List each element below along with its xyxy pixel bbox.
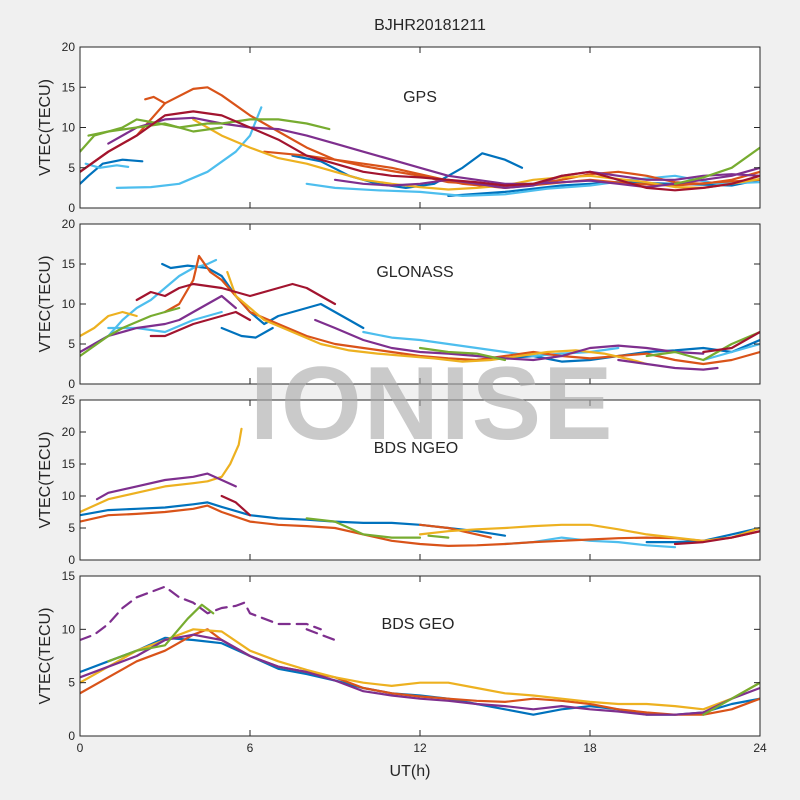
- series-line: [220, 494, 252, 517]
- series-line: [314, 318, 705, 362]
- y-tick-label: 5: [68, 161, 75, 175]
- y-tick-label: 0: [68, 553, 75, 567]
- x-tick-label: 0: [77, 741, 84, 755]
- series-line: [115, 106, 263, 189]
- series-line: [80, 628, 760, 716]
- y-tick-label: 25: [62, 393, 76, 407]
- series-line: [418, 523, 760, 542]
- chart-title: BJHR20181211: [374, 17, 486, 34]
- series-line: [80, 86, 760, 187]
- series-line: [149, 310, 252, 338]
- panel-label: GPS: [403, 89, 437, 106]
- y-tick-label: 10: [62, 489, 76, 503]
- series-line: [80, 585, 322, 642]
- y-tick-label: 5: [68, 521, 75, 535]
- y-tick-label: 0: [68, 377, 75, 391]
- series-line: [220, 326, 274, 339]
- series-group: [80, 427, 760, 549]
- y-tick-label: 0: [68, 729, 75, 743]
- series-line: [702, 342, 760, 362]
- y-tick-label: 20: [62, 425, 76, 439]
- series-line: [144, 95, 167, 105]
- series-line: [80, 118, 331, 153]
- y-axis-label: VTEC(TECU): [37, 608, 54, 705]
- series-line: [80, 110, 760, 192]
- y-axis-label: VTEC(TECU): [37, 256, 54, 353]
- series-line: [80, 310, 138, 338]
- series-line: [80, 158, 144, 185]
- y-axis-label: VTEC(TECU): [37, 79, 54, 176]
- panel-bds-ngeo: 0 5 10 15 20 25 VTEC(TECU) BDS NGEO: [37, 393, 761, 567]
- y-tick-label: 0: [68, 201, 75, 215]
- panel-label: GLONASS: [376, 264, 453, 281]
- series-line: [80, 294, 237, 354]
- series-line: [418, 346, 507, 362]
- series-line: [107, 310, 223, 334]
- y-tick-label: 10: [62, 297, 76, 311]
- series-line: [673, 146, 760, 185]
- series-line: [80, 633, 760, 716]
- series-group: [80, 585, 760, 716]
- y-tick-label: 10: [62, 121, 76, 135]
- y-tick-label: 20: [62, 217, 76, 231]
- series-line: [305, 628, 337, 642]
- panel-label: BDS NGEO: [374, 440, 458, 457]
- panel-glonass: 0 5 10 15 20 VTEC(TECU) GLONASS: [37, 217, 761, 391]
- series-line: [702, 330, 760, 354]
- series-group: [80, 254, 760, 371]
- y-tick-label: 15: [62, 457, 76, 471]
- series-line: [226, 270, 648, 366]
- series-line: [80, 427, 243, 514]
- series-line: [80, 306, 181, 358]
- y-tick-label: 20: [62, 40, 76, 54]
- series-line: [161, 262, 365, 330]
- panel-bds-geo: 0 5 10 15 0 6 12 18 24 UT(h) VTEC(TECU) BDS GEO: [37, 569, 767, 780]
- x-axis-label: UT(h): [390, 763, 431, 780]
- series-line: [305, 517, 422, 539]
- panel-label: BDS GEO: [382, 616, 455, 633]
- y-tick-label: 15: [62, 569, 76, 583]
- series-line: [84, 162, 130, 169]
- x-tick-label: 18: [583, 741, 597, 755]
- series-line: [617, 358, 719, 371]
- series-line: [673, 530, 760, 546]
- x-tick-label: 24: [753, 741, 767, 755]
- panel-gps: 0 5 10 15 20 VTEC(TECU) GPS: [37, 40, 761, 215]
- y-tick-label: 10: [62, 622, 76, 636]
- plot-area: [80, 576, 760, 736]
- series-line: [95, 472, 237, 501]
- y-tick-label: 5: [68, 337, 75, 351]
- y-tick-label: 15: [62, 80, 76, 94]
- plot-area: [80, 224, 760, 384]
- y-tick-label: 15: [62, 257, 76, 271]
- y-tick-label: 5: [68, 676, 75, 690]
- series-line: [291, 152, 524, 189]
- series-line: [80, 504, 760, 548]
- series-line: [305, 174, 760, 197]
- series-line: [135, 282, 337, 306]
- y-axis-label: VTEC(TECU): [37, 432, 54, 529]
- series-line: [80, 628, 760, 711]
- x-tick-label: 6: [247, 741, 254, 755]
- series-group: [80, 86, 760, 197]
- x-tick-label: 12: [413, 741, 427, 755]
- series-line: [107, 603, 215, 663]
- series-line: [702, 681, 760, 716]
- series-line: [645, 330, 760, 362]
- series-line: [163, 254, 760, 366]
- series-line: [427, 534, 450, 539]
